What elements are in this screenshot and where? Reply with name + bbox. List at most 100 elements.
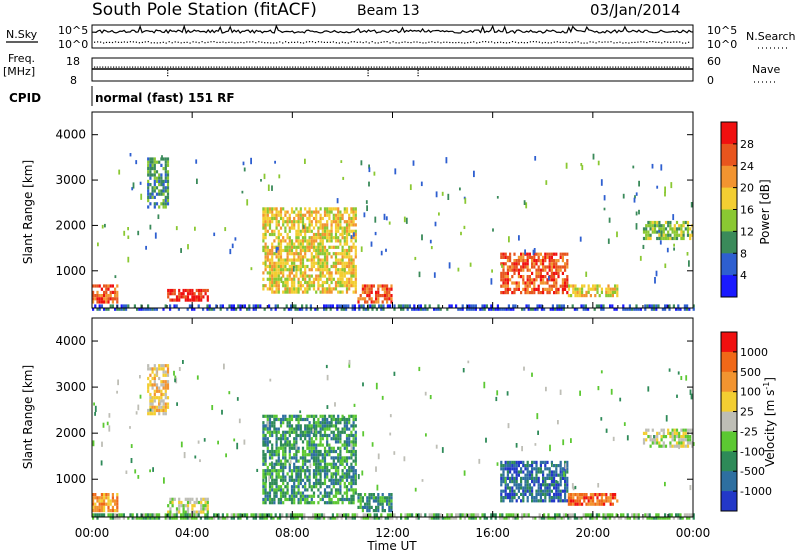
power-scatter-cell: [418, 271, 421, 278]
velocity-data-cell: [653, 516, 656, 520]
nsearch-dot: [398, 42, 400, 44]
velocity-data-cell: [275, 440, 278, 444]
velocity-data-cell: [689, 441, 692, 445]
velocity-data-cell: [321, 456, 324, 460]
power-data-cell: [120, 304, 123, 308]
power-data-cell: [271, 248, 274, 253]
power-data-cell: [330, 271, 333, 275]
velocity-data-cell: [345, 440, 349, 444]
nave-dot: [140, 66, 142, 68]
power-data-cell: [284, 245, 287, 249]
power-data-cell: [264, 236, 267, 240]
power-data-cell: [317, 287, 320, 291]
velocity-data-cell: [301, 485, 305, 489]
velocity-data-cell: [295, 475, 298, 479]
nave-dot: [492, 66, 495, 68]
velocity-data-cell: [564, 470, 567, 474]
velocity-data-cell: [479, 516, 482, 520]
velocity-data-cell: [339, 456, 342, 460]
velocity-data-cell: [564, 476, 567, 480]
nave-dot: [552, 66, 554, 68]
power-scatter-cell: [280, 276, 283, 283]
power-data-cell: [149, 157, 152, 161]
power-data-cell: [286, 261, 289, 265]
power-data-cell: [583, 284, 586, 288]
velocity-data-cell: [501, 516, 504, 520]
velocity-data-cell: [284, 453, 287, 457]
power-data-cell: [158, 189, 161, 193]
nave-dot: [544, 66, 546, 68]
power-data-cell: [536, 304, 539, 308]
velocity-data-cell: [343, 430, 346, 434]
velocity-data-cell: [472, 513, 475, 517]
velocity-data-cell: [147, 389, 150, 393]
velocity-data-cell: [578, 493, 581, 497]
velocity-data-cell: [360, 516, 363, 520]
velocity-data-cell: [535, 464, 538, 468]
power-data-cell: [514, 304, 517, 308]
velocity-data-cell: [533, 467, 536, 471]
power-data-cell: [628, 304, 631, 308]
power-data-cell: [343, 264, 346, 269]
power-data-cell: [213, 307, 216, 311]
velocity-data-cell: [237, 516, 240, 520]
velocity-data-cell: [96, 509, 99, 513]
power-data-cell: [266, 277, 269, 281]
velocity-data-cell: [609, 499, 612, 503]
power-data-cell: [109, 294, 112, 298]
power-data-cell: [559, 265, 562, 269]
velocity-data-cell: [562, 513, 565, 517]
power-data-cell: [542, 259, 545, 263]
nave-dot: [262, 66, 264, 68]
power-data-cell: [383, 297, 386, 301]
power-data-cell: [560, 304, 563, 308]
power-data-cell: [342, 304, 345, 308]
velocity-data-cell: [500, 499, 503, 503]
power-data-cell: [639, 307, 642, 311]
power-data-cell: [546, 271, 549, 275]
nave-dot: [99, 66, 101, 68]
velocity-data-cell: [662, 431, 665, 435]
power-scatter-cell: [430, 246, 433, 250]
power-data-cell: [345, 284, 349, 288]
velocity-data-cell: [631, 513, 634, 517]
power-data-cell: [286, 277, 289, 281]
power-data-cell: [532, 307, 535, 311]
velocity-data-cell: [290, 488, 294, 492]
power-data-cell: [162, 199, 165, 203]
power-data-cell: [386, 284, 389, 288]
power-data-cell: [367, 304, 370, 308]
power-data-cell: [277, 284, 280, 288]
nsearch-dot: [455, 42, 457, 44]
velocity-data-cell: [564, 473, 567, 477]
velocity-data-cell: [573, 513, 576, 517]
velocity-data-cell: [295, 414, 298, 418]
velocity-scatter-cell: [371, 442, 374, 447]
velocity-data-cell: [511, 476, 514, 480]
power-data-cell: [566, 265, 569, 269]
power-data-cell: [312, 264, 316, 269]
power-data-cell: [535, 287, 538, 291]
power-data-cell: [138, 307, 141, 311]
velocity-y-tick-label: 3000: [55, 380, 86, 394]
velocity-data-cell: [162, 399, 165, 403]
velocity-data-cell: [297, 421, 300, 425]
power-data-cell: [354, 268, 357, 272]
power-data-cell: [553, 291, 556, 295]
velocity-data-cell: [277, 449, 280, 454]
power-data-cell: [350, 216, 353, 221]
power-data-cell: [533, 255, 536, 259]
velocity-data-cell: [323, 456, 327, 460]
power-data-cell: [546, 255, 549, 259]
nsearch-dot: [488, 41, 490, 43]
velocity-data-cell: [290, 513, 293, 517]
velocity-data-cell: [328, 433, 331, 438]
velocity-data-cell: [406, 513, 409, 517]
nsearch-dot: [589, 41, 591, 43]
nave-drop-dot: [167, 75, 169, 77]
power-data-cell: [481, 304, 484, 308]
velocity-data-cell: [304, 497, 307, 502]
power-scatter-cell: [231, 243, 234, 249]
power-data-cell: [535, 275, 538, 279]
power-data-cell: [328, 207, 331, 211]
